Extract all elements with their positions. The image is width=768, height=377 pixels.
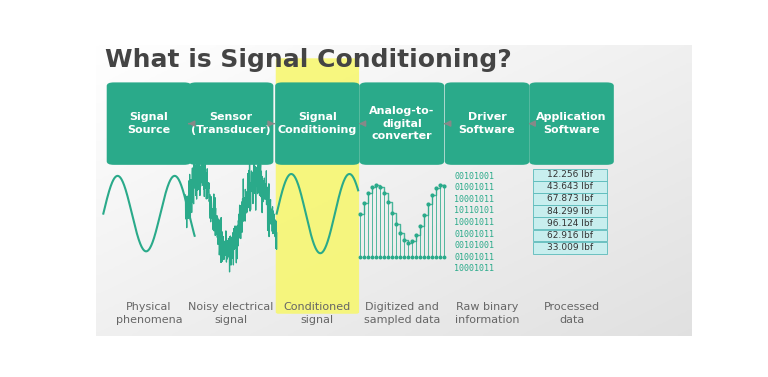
FancyBboxPatch shape: [533, 242, 607, 254]
FancyBboxPatch shape: [276, 58, 359, 314]
Text: 01001011: 01001011: [455, 183, 495, 192]
FancyBboxPatch shape: [533, 205, 607, 217]
FancyBboxPatch shape: [107, 83, 191, 165]
Text: 67.873 lbf: 67.873 lbf: [547, 195, 593, 204]
Text: What is Signal Conditioning?: What is Signal Conditioning?: [105, 48, 511, 72]
Text: Processed
data: Processed data: [544, 302, 600, 325]
Text: 01001011: 01001011: [455, 253, 495, 262]
Text: Sensor
(Transducer): Sensor (Transducer): [191, 112, 271, 135]
FancyBboxPatch shape: [533, 230, 607, 242]
FancyBboxPatch shape: [529, 83, 614, 165]
Text: Application
Software: Application Software: [536, 112, 607, 135]
Text: 96.124 lbf: 96.124 lbf: [547, 219, 593, 228]
Text: 33.009 lbf: 33.009 lbf: [547, 243, 593, 252]
FancyBboxPatch shape: [275, 83, 359, 165]
FancyBboxPatch shape: [189, 83, 273, 165]
Text: Physical
phenomena: Physical phenomena: [116, 302, 182, 325]
FancyBboxPatch shape: [359, 83, 444, 165]
Text: 00101001: 00101001: [455, 172, 495, 181]
Text: Noisy electrical
signal: Noisy electrical signal: [188, 302, 274, 325]
Text: Conditioned
signal: Conditioned signal: [284, 302, 351, 325]
Text: 84.299 lbf: 84.299 lbf: [547, 207, 593, 216]
Text: Digitized and
sampled data: Digitized and sampled data: [364, 302, 440, 325]
Text: 43.643 lbf: 43.643 lbf: [547, 182, 593, 191]
Text: 12.256 lbf: 12.256 lbf: [547, 170, 593, 179]
Text: Driver
Software: Driver Software: [458, 112, 515, 135]
FancyBboxPatch shape: [533, 218, 607, 229]
Text: 01001011: 01001011: [455, 230, 495, 239]
Text: 10110101: 10110101: [455, 206, 495, 215]
Text: 10001011: 10001011: [455, 264, 495, 273]
FancyBboxPatch shape: [533, 193, 607, 205]
FancyBboxPatch shape: [445, 83, 529, 165]
Text: 10001011: 10001011: [455, 218, 495, 227]
Text: Analog-to-
digital
converter: Analog-to- digital converter: [369, 106, 435, 141]
FancyBboxPatch shape: [533, 169, 607, 181]
Text: 00101001: 00101001: [455, 241, 495, 250]
FancyBboxPatch shape: [533, 181, 607, 193]
Text: Raw binary
information: Raw binary information: [455, 302, 519, 325]
Text: Signal
Source: Signal Source: [127, 112, 170, 135]
Text: 62.916 lbf: 62.916 lbf: [547, 231, 593, 240]
Text: 10001011: 10001011: [455, 195, 495, 204]
Text: Signal
Conditioning: Signal Conditioning: [278, 112, 357, 135]
